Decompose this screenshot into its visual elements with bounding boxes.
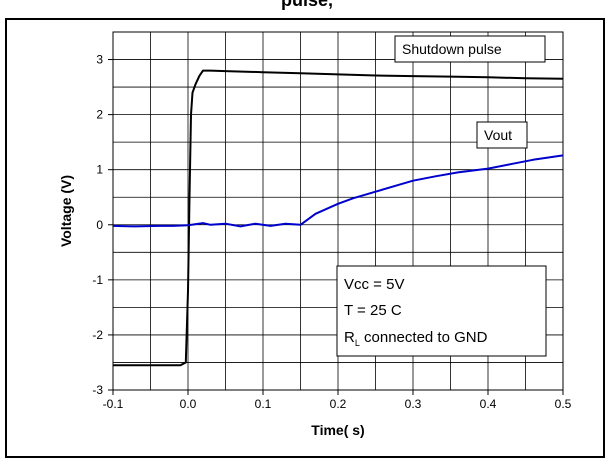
legend-shutdown-pulse-label: Shutdown pulse: [402, 41, 502, 57]
legend-vout: Vout: [476, 121, 528, 149]
chart-title-fragment: pulse,: [280, 0, 333, 10]
y-tick-label: -2: [92, 328, 103, 342]
legend-vout-label: Vout: [484, 127, 512, 143]
y-tick-label: 0: [96, 218, 103, 232]
x-tick-label: 0.5: [555, 397, 572, 411]
annotation-load: RL connected to GND: [344, 329, 488, 348]
annotation-vcc: Vcc = 5V: [344, 276, 404, 293]
x-tick-label: 0.3: [405, 397, 422, 411]
x-tick-labels: -0.1 0.0 0.1 0.2 0.3 0.4 0.5: [103, 397, 572, 411]
x-tick-label: 0.1: [255, 397, 272, 411]
chart-frame: [5, 18, 605, 458]
x-tick-label: 0.2: [330, 397, 347, 411]
axis-ticks: [108, 59, 564, 395]
series-line-vout: [112, 154, 564, 228]
annotation-temperature: T = 25 C: [344, 302, 402, 319]
y-tick-label: -1: [92, 273, 103, 287]
conditions-annotation: Vcc = 5V T = 25 C RL connected to GND: [336, 265, 547, 357]
x-tick-label: -0.1: [103, 397, 124, 411]
y-tick-labels: -3 -2 -1 0 1 2 3: [92, 53, 103, 397]
series-lines: [112, 69, 564, 367]
y-axis-label: Voltage (V): [58, 175, 74, 247]
y-tick-label: 1: [96, 163, 103, 177]
y-tick-label: 3: [96, 53, 103, 67]
x-axis-label: Time( s): [311, 422, 364, 438]
series-line-shutdown-pulse: [113, 69, 564, 367]
x-tick-label: 0.0: [180, 397, 197, 411]
y-tick-label: -3: [92, 383, 103, 397]
x-tick-label: 0.4: [480, 397, 497, 411]
legend-shutdown-pulse: Shutdown pulse: [394, 35, 546, 63]
y-tick-label: 2: [96, 108, 103, 122]
